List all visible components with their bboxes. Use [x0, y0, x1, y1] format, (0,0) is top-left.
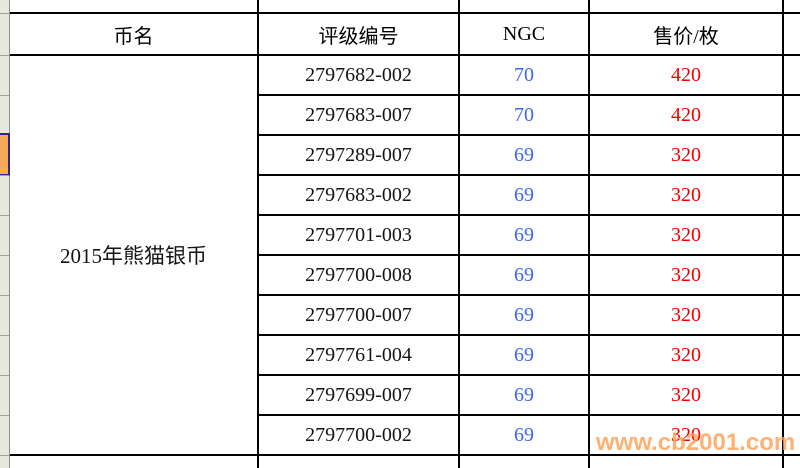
top-partial-cell: [10, 0, 259, 14]
ngc-cell[interactable]: 69: [460, 416, 590, 456]
bottom-partial-cell: [259, 456, 460, 468]
ngc-cell[interactable]: 69: [460, 336, 590, 376]
price-cell[interactable]: 320: [590, 296, 784, 336]
price-cell[interactable]: 420: [590, 56, 784, 96]
grading-number-cell[interactable]: 2797700-007: [259, 296, 460, 336]
ngc-cell[interactable]: 69: [460, 256, 590, 296]
ngc-cell[interactable]: 69: [460, 216, 590, 256]
ngc-cell[interactable]: 69: [460, 136, 590, 176]
top-partial-cell: [784, 0, 800, 14]
bottom-partial-cell: [784, 456, 800, 468]
right-partial-cell: [784, 96, 800, 136]
right-partial-cell: [784, 216, 800, 256]
ngc-cell[interactable]: 69: [460, 176, 590, 216]
price-cell[interactable]: 320: [590, 256, 784, 296]
left-gutter: [0, 0, 10, 468]
price-cell[interactable]: 320: [590, 336, 784, 376]
top-partial-cell: [590, 0, 784, 14]
grading-number-cell[interactable]: 2797699-007: [259, 376, 460, 416]
right-partial-cell: [784, 136, 800, 176]
ngc-cell[interactable]: 70: [460, 56, 590, 96]
price-cell[interactable]: 420: [590, 96, 784, 136]
bottom-partial-cell: [460, 456, 590, 468]
price-cell[interactable]: 320: [590, 216, 784, 256]
grading-number-cell[interactable]: 2797289-007: [259, 136, 460, 176]
grading-number-cell[interactable]: 2797761-004: [259, 336, 460, 376]
grading-number-cell[interactable]: 2797701-003: [259, 216, 460, 256]
price-cell[interactable]: 320: [590, 136, 784, 176]
right-partial-cell: [784, 336, 800, 376]
bottom-partial-cell: [590, 456, 784, 468]
grading-number-cell[interactable]: 2797682-002: [259, 56, 460, 96]
price-table: 币名 评级编号 NGC 售价/枚 2015年熊猫银币 2797682-002 70…: [10, 0, 800, 468]
bottom-partial-cell: [10, 456, 259, 468]
ngc-cell[interactable]: 69: [460, 296, 590, 336]
coin-name-cell[interactable]: 2015年熊猫银币: [10, 56, 259, 456]
grading-number-cell[interactable]: 2797700-002: [259, 416, 460, 456]
top-partial-cell: [460, 0, 590, 14]
right-partial-cell: [784, 56, 800, 96]
price-cell[interactable]: 320: [590, 416, 784, 456]
right-partial-cell: [784, 176, 800, 216]
grading-number-cell[interactable]: 2797683-007: [259, 96, 460, 136]
orange-gutter-cell: [0, 133, 10, 176]
grading-number-cell[interactable]: 2797683-002: [259, 176, 460, 216]
header-partial-cell: [784, 14, 800, 56]
ngc-cell[interactable]: 70: [460, 96, 590, 136]
ngc-cell[interactable]: 69: [460, 376, 590, 416]
right-partial-cell: [784, 376, 800, 416]
header-price[interactable]: 售价/枚: [590, 14, 784, 56]
top-partial-cell: [259, 0, 460, 14]
grading-number-cell[interactable]: 2797700-008: [259, 256, 460, 296]
right-partial-cell: [784, 256, 800, 296]
right-partial-cell: [784, 296, 800, 336]
header-coin-name[interactable]: 币名: [10, 14, 259, 56]
header-grading-number[interactable]: 评级编号: [259, 14, 460, 56]
price-cell[interactable]: 320: [590, 176, 784, 216]
right-partial-cell: [784, 416, 800, 456]
price-cell[interactable]: 320: [590, 376, 784, 416]
header-ngc[interactable]: NGC: [460, 14, 590, 56]
